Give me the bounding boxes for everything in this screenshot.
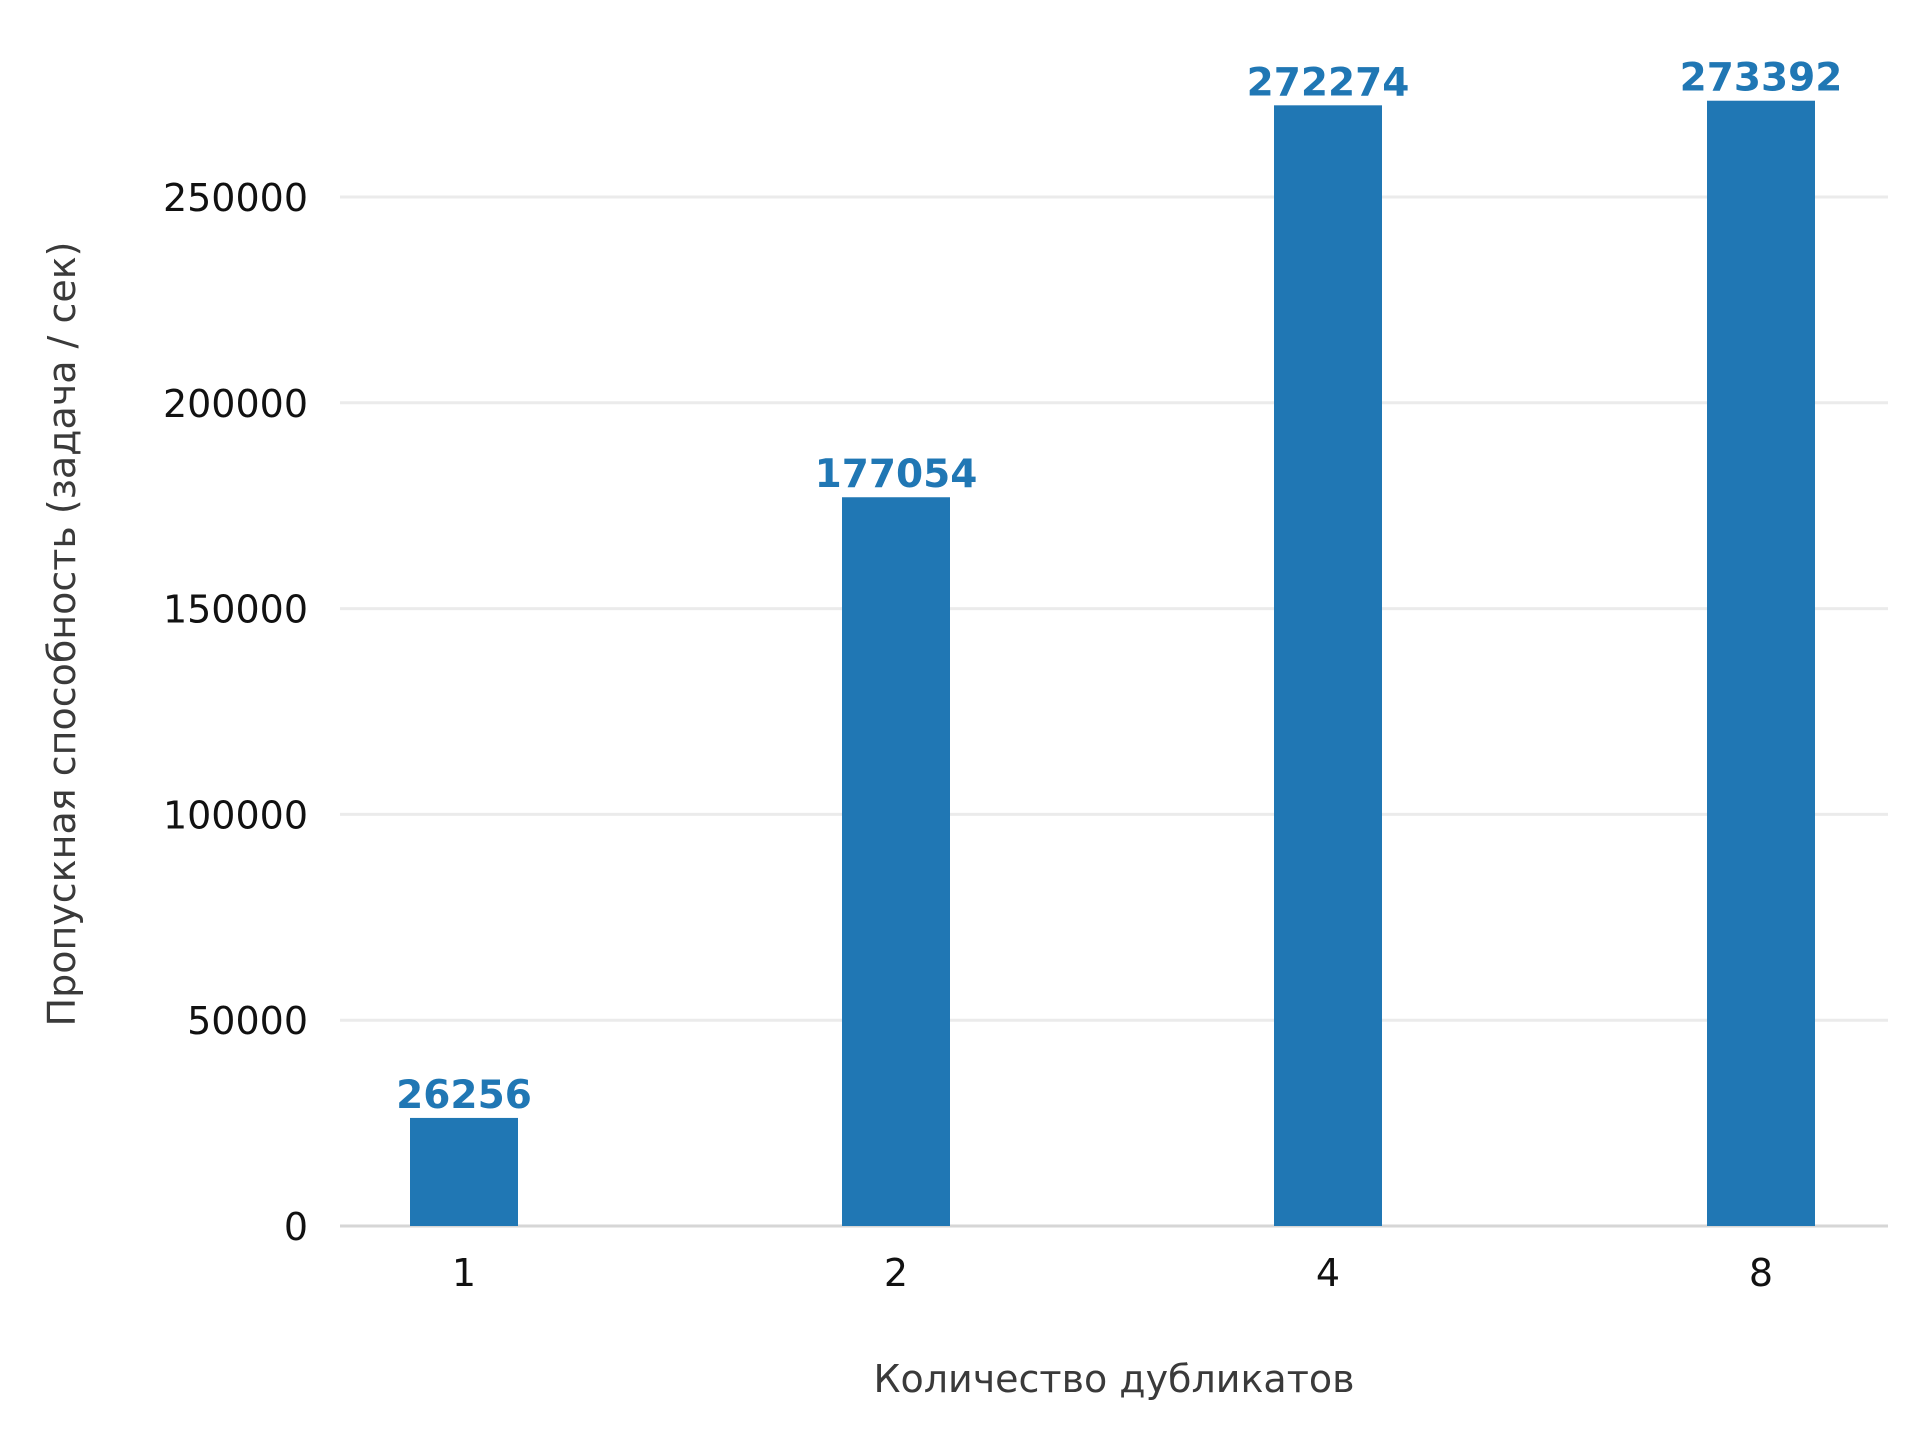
bar (410, 1117, 518, 1226)
bar-value-label: 272274 (1247, 60, 1410, 105)
y-tick-label: 250000 (163, 176, 308, 220)
y-axis-ticks: 0 50000 100000 150000 200000 250000 (163, 176, 308, 1249)
y-tick-label: 150000 (163, 588, 308, 632)
y-tick-label: 50000 (187, 999, 308, 1043)
y-tick-label: 200000 (163, 382, 308, 426)
x-tick-label: 8 (1749, 1251, 1773, 1295)
y-tick-label: 0 (284, 1205, 308, 1249)
x-axis-ticks: 1 2 4 8 (452, 1251, 1773, 1295)
y-axis-label: Пропускная способность (задача / сек) (40, 242, 84, 1027)
bars (410, 100, 1815, 1227)
bar-value-labels: 26256 177054 272274 273392 (396, 56, 1842, 1118)
bar (1707, 100, 1815, 1227)
bar-value-label: 273392 (1680, 56, 1843, 101)
bar (842, 497, 950, 1226)
bar-value-label: 177054 (815, 452, 978, 497)
bar-value-label: 26256 (396, 1073, 532, 1118)
x-tick-label: 4 (1316, 1251, 1340, 1295)
bar (1274, 105, 1382, 1227)
y-tick-label: 100000 (163, 793, 308, 837)
x-tick-label: 2 (884, 1251, 908, 1295)
gridlines (340, 195, 1888, 1228)
x-axis-label: Количество дубликатов (874, 1357, 1355, 1401)
x-tick-label: 1 (452, 1251, 476, 1295)
